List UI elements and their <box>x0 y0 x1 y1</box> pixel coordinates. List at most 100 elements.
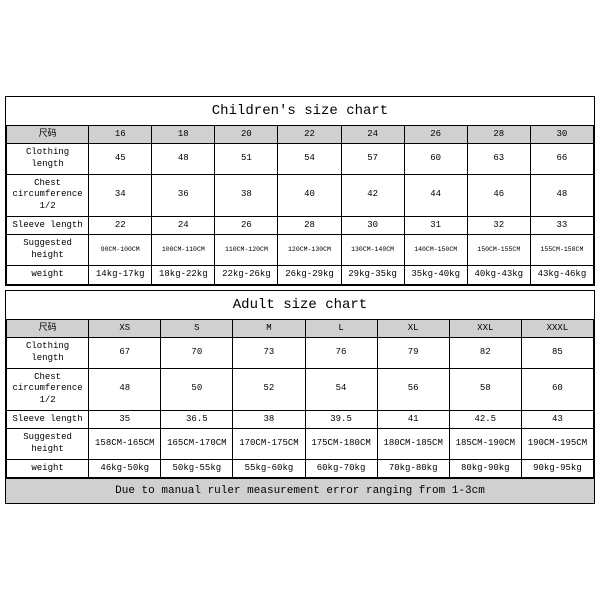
data-cell: 140CM-150CM <box>404 235 467 265</box>
data-cell: 175CM-180CM <box>305 429 377 459</box>
table-row: Sleeve length2224262830313233 <box>7 216 594 235</box>
data-cell: 73 <box>233 338 305 368</box>
measurement-note: Due to manual ruler measurement error ra… <box>6 478 594 503</box>
data-cell: 155CM-158CM <box>530 235 593 265</box>
data-cell: 100CM-110CM <box>152 235 215 265</box>
data-cell: 165CM-170CM <box>161 429 233 459</box>
header-size-label: 尺码 <box>7 320 89 338</box>
table-row: weight14kg-17kg18kg-22kg22kg-26kg26kg-29… <box>7 265 594 284</box>
data-cell: 36.5 <box>161 410 233 429</box>
adult-table: 尺码 XS S M L XL XXL XXXL Clothing length6… <box>6 320 594 479</box>
children-size-chart: Children's size chart 尺码 16 18 20 22 24 … <box>5 96 595 286</box>
data-cell: 38 <box>233 410 305 429</box>
header-cell: M <box>233 320 305 338</box>
data-cell: 34 <box>89 174 152 216</box>
header-cell: XXL <box>449 320 521 338</box>
data-cell: 44 <box>404 174 467 216</box>
data-cell: 185CM-190CM <box>449 429 521 459</box>
header-cell: XXXL <box>521 320 593 338</box>
table-row: Chest circumference 1/23436384042444648 <box>7 174 594 216</box>
data-cell: 63 <box>467 144 530 174</box>
row-label: Sleeve length <box>7 216 89 235</box>
data-cell: 43kg-46kg <box>530 265 593 284</box>
data-cell: 70 <box>161 338 233 368</box>
data-cell: 26kg-29kg <box>278 265 341 284</box>
data-cell: 40 <box>278 174 341 216</box>
table-row: Clothing length4548515457606366 <box>7 144 594 174</box>
data-cell: 50kg-55kg <box>161 459 233 478</box>
adult-chart-title: Adult size chart <box>6 291 594 320</box>
data-cell: 41 <box>377 410 449 429</box>
data-cell: 42 <box>341 174 404 216</box>
data-cell: 54 <box>278 144 341 174</box>
data-cell: 58 <box>449 368 521 410</box>
header-cell: XS <box>89 320 161 338</box>
data-cell: 46 <box>467 174 530 216</box>
data-cell: 90kg-95kg <box>521 459 593 478</box>
header-cell: 30 <box>530 126 593 144</box>
header-size-label: 尺码 <box>7 126 89 144</box>
data-cell: 60 <box>404 144 467 174</box>
children-chart-title: Children's size chart <box>6 97 594 126</box>
data-cell: 48 <box>152 144 215 174</box>
data-cell: 180CM-185CM <box>377 429 449 459</box>
data-cell: 82 <box>449 338 521 368</box>
data-cell: 170CM-175CM <box>233 429 305 459</box>
data-cell: 50 <box>161 368 233 410</box>
data-cell: 29kg-35kg <box>341 265 404 284</box>
row-label: Suggested height <box>7 235 89 265</box>
row-label: Clothing length <box>7 144 89 174</box>
table-row: Sleeve length3536.53839.54142.543 <box>7 410 594 429</box>
data-cell: 158CM-165CM <box>89 429 161 459</box>
data-cell: 38 <box>215 174 278 216</box>
adult-size-chart: Adult size chart 尺码 XS S M L XL XXL XXXL… <box>5 290 595 505</box>
table-row: Chest circumference 1/248505254565860 <box>7 368 594 410</box>
header-cell: 22 <box>278 126 341 144</box>
data-cell: 43 <box>521 410 593 429</box>
data-cell: 40kg-43kg <box>467 265 530 284</box>
data-cell: 90CM-100CM <box>89 235 152 265</box>
children-table: 尺码 16 18 20 22 24 26 28 30 Clothing leng… <box>6 126 594 285</box>
data-cell: 190CM-195CM <box>521 429 593 459</box>
data-cell: 130CM-140CM <box>341 235 404 265</box>
data-cell: 31 <box>404 216 467 235</box>
header-cell: 28 <box>467 126 530 144</box>
data-cell: 52 <box>233 368 305 410</box>
data-cell: 57 <box>341 144 404 174</box>
table-row: Suggested height90CM-100CM100CM-110CM110… <box>7 235 594 265</box>
data-cell: 35kg-40kg <box>404 265 467 284</box>
row-label: Sleeve length <box>7 410 89 429</box>
header-cell: 26 <box>404 126 467 144</box>
header-cell: L <box>305 320 377 338</box>
table-row: weight46kg-50kg50kg-55kg55kg-60kg60kg-70… <box>7 459 594 478</box>
data-cell: 60kg-70kg <box>305 459 377 478</box>
header-cell: XL <box>377 320 449 338</box>
row-label: weight <box>7 459 89 478</box>
data-cell: 33 <box>530 216 593 235</box>
row-label: weight <box>7 265 89 284</box>
data-cell: 54 <box>305 368 377 410</box>
data-cell: 76 <box>305 338 377 368</box>
data-cell: 51 <box>215 144 278 174</box>
row-label: Chest circumference 1/2 <box>7 174 89 216</box>
data-cell: 150CM-155CM <box>467 235 530 265</box>
data-cell: 42.5 <box>449 410 521 429</box>
header-cell: 18 <box>152 126 215 144</box>
data-cell: 70kg-80kg <box>377 459 449 478</box>
header-cell: 20 <box>215 126 278 144</box>
table-row: Suggested height158CM-165CM165CM-170CM17… <box>7 429 594 459</box>
header-cell: 16 <box>89 126 152 144</box>
data-cell: 46kg-50kg <box>89 459 161 478</box>
data-cell: 110CM-120CM <box>215 235 278 265</box>
data-cell: 39.5 <box>305 410 377 429</box>
data-cell: 32 <box>467 216 530 235</box>
data-cell: 120CM-130CM <box>278 235 341 265</box>
data-cell: 28 <box>278 216 341 235</box>
data-cell: 48 <box>530 174 593 216</box>
header-cell: 24 <box>341 126 404 144</box>
data-cell: 24 <box>152 216 215 235</box>
data-cell: 26 <box>215 216 278 235</box>
header-cell: S <box>161 320 233 338</box>
data-cell: 80kg-90kg <box>449 459 521 478</box>
data-cell: 79 <box>377 338 449 368</box>
